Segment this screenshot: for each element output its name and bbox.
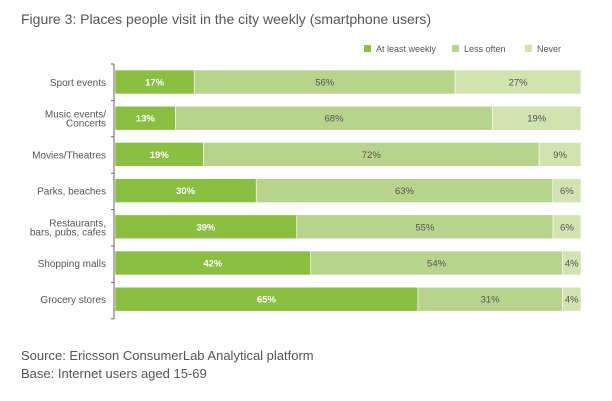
legend-swatch (525, 45, 532, 52)
bar-segment (562, 286, 582, 312)
category-label: bars, pubs, cafes (30, 227, 106, 238)
data-label: 65% (257, 295, 277, 306)
data-label: 19% (527, 114, 547, 125)
legend-swatch (364, 45, 371, 52)
bar-segment (552, 178, 582, 203)
data-label: 6% (560, 222, 574, 233)
bar-segment (114, 178, 257, 203)
data-label: 30% (176, 186, 196, 197)
bar-segment (538, 142, 582, 167)
bar-segment (114, 286, 419, 312)
legend-label: At least weekly (376, 44, 437, 54)
bar-segment (114, 142, 204, 167)
bar-segment (492, 105, 582, 131)
bar-segment (114, 69, 195, 95)
source-note: Source: Ericsson ConsumerLab Analytical … (21, 347, 314, 383)
bar-segment (114, 214, 298, 240)
category-label: Sport events (50, 78, 106, 89)
bar-segment (255, 178, 554, 203)
legend-label: Never (537, 44, 561, 54)
data-label: 31% (481, 295, 501, 306)
data-label: 6% (560, 186, 574, 197)
category-label: Concerts (66, 119, 106, 130)
data-label: 63% (395, 186, 415, 197)
base-line: Base: Internet users aged 15-69 (21, 366, 207, 381)
data-label: 9% (553, 150, 567, 161)
data-label: 72% (362, 150, 382, 161)
data-label: 39% (196, 222, 216, 233)
data-label: 42% (203, 259, 223, 270)
category-label: Parks, beaches (37, 187, 106, 198)
source-line: Source: Ericsson ConsumerLab Analytical … (21, 348, 314, 363)
category-label: Music events/ (45, 110, 106, 121)
bar-segment (175, 105, 493, 131)
category-label: Shopping malls (38, 259, 106, 270)
bar-segment (296, 214, 554, 240)
data-label: 56% (315, 78, 335, 89)
chart-title: Figure 3: Places people visit in the cit… (21, 11, 432, 27)
bar-segment (114, 105, 176, 131)
bar-segment (114, 250, 312, 276)
bar-segment (552, 214, 582, 240)
data-label: 4% (565, 295, 579, 306)
data-label: 27% (509, 78, 529, 89)
bar-segment (417, 286, 563, 312)
data-label: 4% (565, 259, 579, 270)
bar-segment (454, 69, 582, 95)
data-label: 19% (150, 150, 170, 161)
category-label: Movies/Theatres (32, 150, 106, 161)
category-label: Grocery stores (40, 295, 106, 306)
data-label: 13% (136, 114, 156, 125)
data-label: 68% (325, 114, 345, 125)
category-label: Restaurants, (49, 218, 106, 229)
legend-swatch (452, 45, 459, 52)
bar-segment (562, 250, 582, 276)
legend-label: Less often (464, 44, 506, 54)
data-label: 17% (145, 78, 165, 89)
data-label: 55% (415, 222, 435, 233)
bar-segment (193, 69, 456, 95)
data-label: 54% (427, 259, 447, 270)
